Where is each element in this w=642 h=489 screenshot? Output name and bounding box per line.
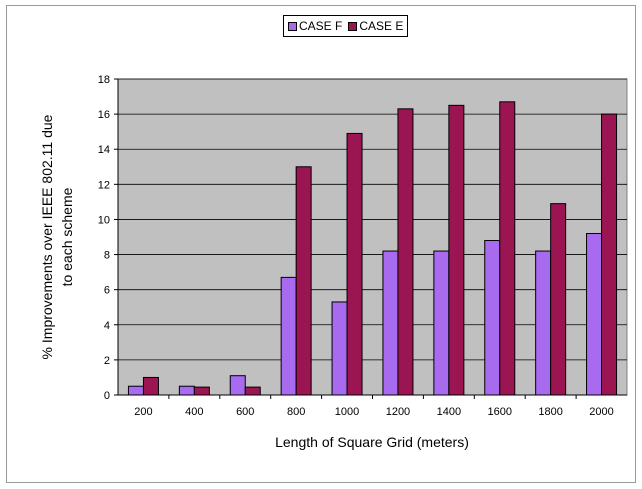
y-tick-label: 0 <box>104 390 110 402</box>
bar-case-e-400 <box>193 386 210 396</box>
legend-swatch-case-e <box>348 21 358 31</box>
legend-swatch-case-f <box>288 21 297 31</box>
legend-item-case-f: CASE F <box>288 19 342 33</box>
x-tick-label: 800 <box>287 406 305 418</box>
bar-case-e-1800 <box>550 203 567 396</box>
x-tick-label: 600 <box>236 406 254 418</box>
legend-item-case-e: CASE E <box>348 19 403 33</box>
legend-label-case-f: CASE F <box>299 19 343 33</box>
bar-case-f-1200 <box>382 250 399 396</box>
bar-case-f-1000 <box>331 301 348 396</box>
bar-case-e-2000 <box>601 113 618 396</box>
x-tick-label: 1800 <box>538 406 562 418</box>
bar-case-e-1000 <box>346 132 363 396</box>
x-tick-label: 1000 <box>335 406 359 418</box>
y-tick-label: 6 <box>104 285 110 297</box>
x-tick-label: 1200 <box>386 406 410 418</box>
bar-case-e-600 <box>244 386 261 396</box>
bar-case-e-1400 <box>448 104 465 396</box>
legend-label-case-e: CASE E <box>359 19 404 33</box>
x-tick-label: 200 <box>134 406 152 418</box>
bar-case-e-1200 <box>397 108 414 396</box>
x-tick-label: 400 <box>185 406 203 418</box>
bar-case-e-200 <box>142 376 159 396</box>
y-axis-label-line-2: to each scheme <box>59 187 75 286</box>
bar-case-f-200 <box>127 385 144 396</box>
y-tick-label: 18 <box>98 74 110 86</box>
y-tick-label: 14 <box>98 144 110 156</box>
x-axis-label: Length of Square Grid (meters) <box>275 434 469 450</box>
bar-case-f-1400 <box>433 250 450 396</box>
bar-case-f-1600 <box>484 240 501 396</box>
x-tick-label: 1600 <box>488 406 512 418</box>
y-axis-label-line-1: % Improvements over IEEE 802.11 due <box>39 114 55 359</box>
x-tick-label: 1400 <box>437 406 461 418</box>
x-tick-label: 2000 <box>589 406 613 418</box>
y-tick-labels: 0 2 4 6 8 10 12 14 16 18 <box>98 74 118 402</box>
bar-case-e-800 <box>295 166 312 396</box>
y-tick-label: 12 <box>98 179 110 191</box>
x-tick-labels: 200 400 600 800 1000 1200 1400 1600 1800 2000 <box>134 395 614 418</box>
bar-case-f-600 <box>229 375 246 396</box>
y-tick-label: 16 <box>98 109 110 121</box>
y-tick-label: 2 <box>104 355 110 367</box>
legend: CASE F CASE E <box>283 15 409 37</box>
y-tick-label: 8 <box>104 250 110 262</box>
y-tick-label: 4 <box>104 320 110 332</box>
bar-case-e-1600 <box>499 101 516 396</box>
bar-case-f-800 <box>280 276 297 396</box>
bar-case-f-1800 <box>535 250 552 396</box>
y-tick-label: 10 <box>98 214 110 226</box>
bar-case-f-2000 <box>586 232 603 396</box>
bar-case-f-400 <box>178 385 195 396</box>
